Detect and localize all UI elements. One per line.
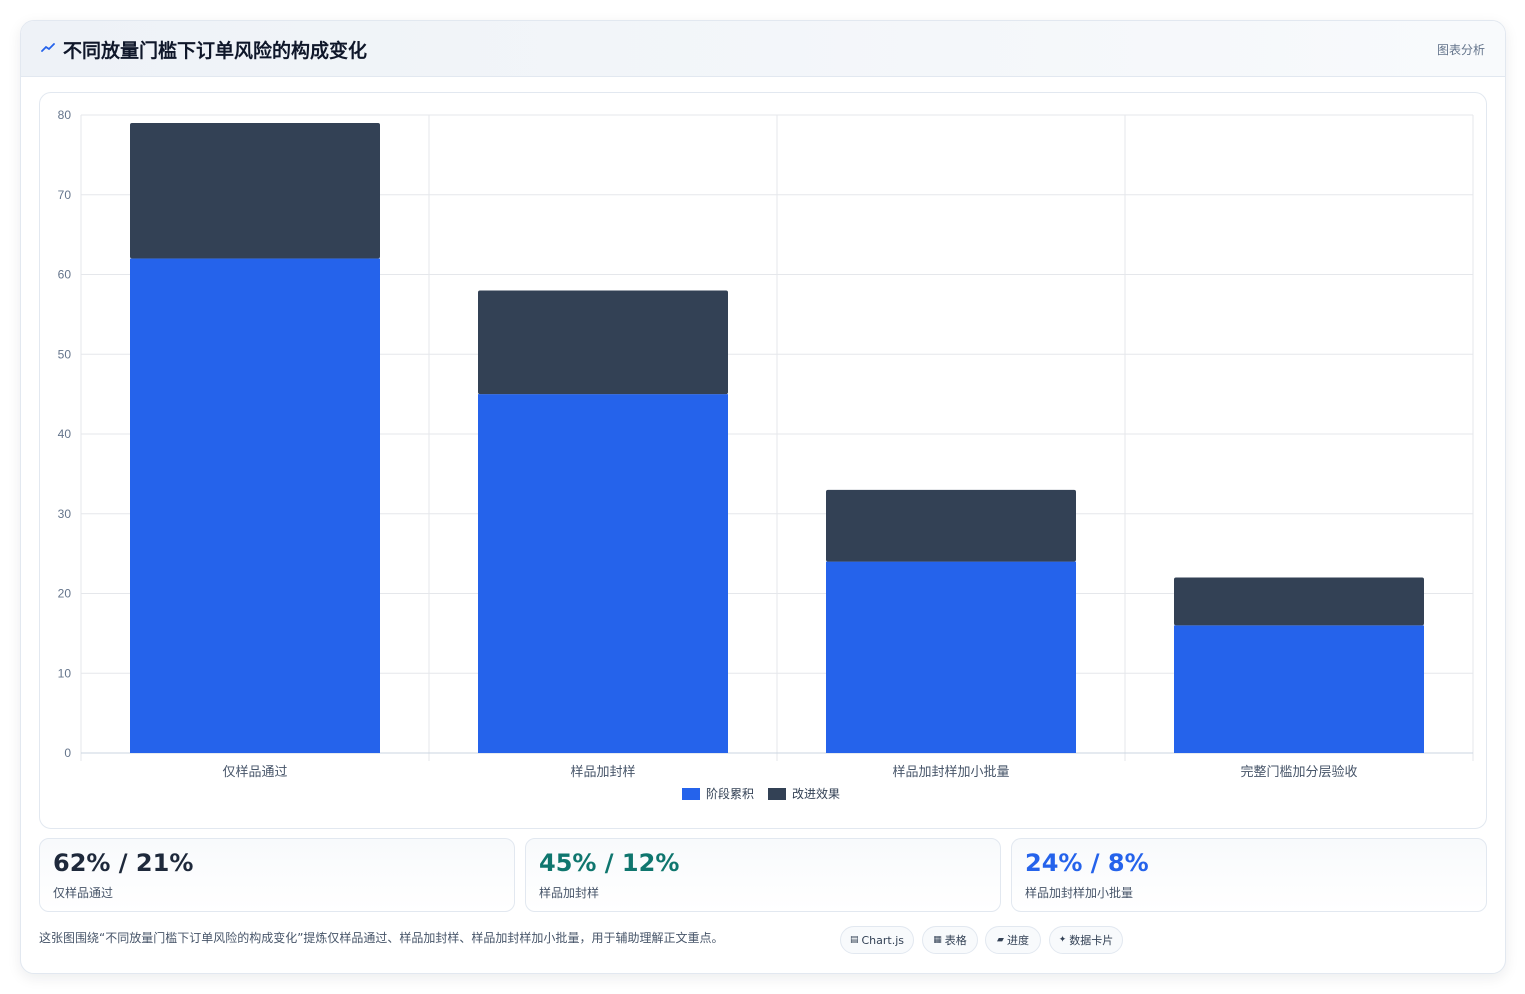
y-tick-label: 40 [58, 427, 72, 441]
chip-label: Chart.js [861, 933, 905, 947]
stat-value: 24% / 8% [1025, 849, 1149, 877]
bar-segment-stage [478, 394, 728, 753]
stat-label: 样品加封样加小批量 [1025, 886, 1134, 900]
x-tick-label: 样品加封样加小批量 [892, 764, 1009, 779]
chip-progress[interactable]: ▰ 进度 [985, 926, 1041, 954]
bar-segment-stage [1174, 625, 1424, 753]
y-tick-label: 60 [58, 268, 72, 282]
chart-card: 不同放量门槛下订单风险的构成变化 图表分析 0 10 20 30 40 50 60 70 80 仅… [20, 20, 1506, 974]
table-icon: ▦ [933, 935, 942, 945]
y-tick-label: 50 [58, 347, 72, 361]
y-tick-label: 10 [58, 666, 72, 680]
x-tick-label: 样品加封样 [570, 764, 635, 779]
chart-container: 0 10 20 30 40 50 60 70 80 仅样品通过 样品加封样 样品加封样加小批量 完整门槛… [39, 92, 1487, 829]
legend-swatch [682, 788, 700, 800]
stat-card-2: 45% / 12% 样品加封样 [525, 838, 1001, 912]
x-tick-label: 仅样品通过 [222, 764, 287, 779]
chart-icon: ▤ [849, 935, 859, 945]
stat-label: 仅样品通过 [53, 886, 114, 900]
bar-segment-improvement [130, 122, 380, 259]
trend-icon [41, 43, 55, 52]
bar-segment-improvement [826, 489, 1076, 562]
stat-value: 62% / 21% [53, 849, 194, 877]
card-icon: ✦ [1058, 935, 1067, 945]
x-tick-label: 完整门槛加分层验收 [1240, 764, 1357, 779]
y-tick-label: 30 [58, 507, 72, 521]
chip-label: 数据卡片 [1069, 934, 1114, 947]
legend-label: 阶段累积 [706, 786, 754, 801]
footer-caption: 这张图围绕“不同放量门槛下订单风险的构成变化”提炼仅样品通过、样品加封样、样品加… [39, 931, 724, 945]
y-tick-label: 80 [58, 108, 72, 122]
bar-segment-stage [826, 561, 1076, 753]
bar-segment-improvement [1174, 577, 1424, 626]
y-tick-label: 20 [58, 587, 72, 601]
bar-segment-improvement [478, 290, 728, 395]
legend-label: 改进效果 [792, 786, 840, 801]
card-header: 不同放量门槛下订单风险的构成变化 图表分析 [21, 21, 1505, 77]
chip-chartjs[interactable]: ▤ Chart.js [840, 926, 914, 954]
chip-table[interactable]: ▦ 表格 [922, 926, 978, 954]
legend-swatch [768, 788, 786, 800]
stacked-bar-chart: 0 10 20 30 40 50 60 70 80 仅样品通过 样品加封样 样品加封样加小批量 完整门槛… [58, 108, 1474, 801]
stat-card-1: 62% / 21% 仅样品通过 [39, 838, 515, 912]
y-tick-label: 0 [64, 746, 71, 760]
y-tick-label: 70 [58, 188, 72, 202]
stat-card-3: 24% / 8% 样品加封样加小批量 [1011, 838, 1487, 912]
stat-label: 样品加封样 [539, 886, 600, 900]
header-tag: 图表分析 [1436, 43, 1485, 57]
stat-value: 45% / 12% [539, 849, 680, 877]
page-title: 不同放量门槛下订单风险的构成变化 [63, 40, 368, 62]
progress-icon: ▰ [997, 935, 1004, 945]
chip-label: 表格 [944, 934, 967, 947]
bar-segment-stage [130, 258, 380, 753]
chip-data-card[interactable]: ✦ 数据卡片 [1049, 926, 1123, 954]
chip-label: 进度 [1006, 934, 1029, 947]
